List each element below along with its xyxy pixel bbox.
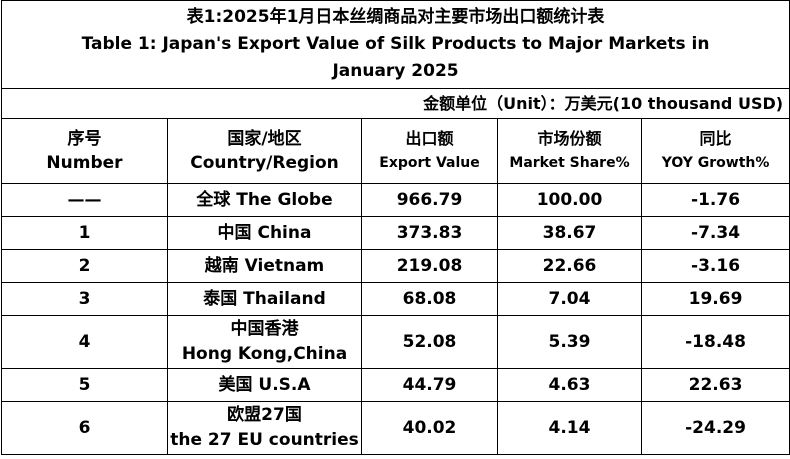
header-zh: 国家/地区 <box>227 129 302 149</box>
country-cell: 中国香港 Hong Kong,China <box>167 315 362 369</box>
market-share-cell: 38.67 <box>497 216 642 250</box>
data-row: 4 中国香港 Hong Kong,China 52.08 5.39 -18.48 <box>1 315 790 369</box>
export-value-cell: 44.79 <box>361 368 498 402</box>
number-cell: 1 <box>1 216 168 250</box>
market-share-cell: 100.00 <box>497 183 642 217</box>
unit-row: 金额单位（Unit）：万美元(10 thousand USD) <box>0 88 790 119</box>
country-line: 中国香港 <box>230 319 299 339</box>
number-cell: —— <box>1 183 168 217</box>
data-row: 3 泰国 Thailand 68.08 7.04 19.69 <box>1 282 790 316</box>
market-share-cell: 4.14 <box>497 401 642 455</box>
country-line: 越南 Vietnam <box>204 256 325 276</box>
header-zh: 市场份额 <box>537 129 602 148</box>
yoy-growth-cell: -3.16 <box>640 249 790 283</box>
market-share-cell: 22.66 <box>497 249 642 283</box>
yoy-growth-cell: -24.29 <box>640 401 790 455</box>
country-cell: 越南 Vietnam <box>167 249 362 283</box>
header-zh: 出口额 <box>405 129 454 148</box>
yoy-growth-cell: 19.69 <box>640 282 790 316</box>
market-share-cell: 7.04 <box>497 282 642 316</box>
country-line: 泰国 Thailand <box>203 289 326 309</box>
header-en: Export Value <box>379 155 480 171</box>
header-en: Country/Region <box>190 153 339 173</box>
country-cell: 全球 The Globe <box>167 183 362 217</box>
country-cell: 泰国 Thailand <box>167 282 362 316</box>
yoy-growth-cell: -7.34 <box>640 216 790 250</box>
country-line: 欧盟27国 <box>227 405 302 425</box>
country-cell: 欧盟27国 the 27 EU countries <box>167 401 362 455</box>
data-row: 1 中国 China 373.83 38.67 -7.34 <box>1 216 790 250</box>
header-zh: 同比 <box>699 129 732 148</box>
export-value-cell: 40.02 <box>361 401 498 455</box>
country-cell: 美国 U.S.A <box>167 368 362 402</box>
data-row: —— 全球 The Globe 966.79 100.00 -1.76 <box>1 183 790 217</box>
export-value-cell: 219.08 <box>361 249 498 283</box>
country-line: Hong Kong,China <box>181 344 348 364</box>
export-value-cell: 966.79 <box>361 183 498 217</box>
country-line: the 27 EU countries <box>170 430 359 450</box>
title-row: 表1:2025年1月日本丝绸商品对主要市场出口额统计表 Table 1: Jap… <box>0 0 790 89</box>
number-cell: 4 <box>1 315 168 369</box>
data-row: 6 欧盟27国 the 27 EU countries 40.02 4.14 -24.29 <box>1 401 790 455</box>
yoy-growth-cell: -18.48 <box>640 315 790 369</box>
title-en: Table 1: Japan's Export Value of Silk Pr… <box>81 34 710 81</box>
export-value-cell: 373.83 <box>361 216 498 250</box>
title-cell: 表1:2025年1月日本丝绸商品对主要市场出口额统计表 Table 1: Jap… <box>0 0 790 89</box>
country-cell: 中国 China <box>167 216 362 250</box>
number-cell: 5 <box>1 368 168 402</box>
header-cell: 出口额 Export Value <box>361 118 498 184</box>
country-line: 全球 The Globe <box>196 190 333 210</box>
data-row: 5 美国 U.S.A 44.79 4.63 22.63 <box>1 368 790 402</box>
yoy-growth-cell: 22.63 <box>640 368 790 402</box>
country-line: 中国 China <box>217 223 312 243</box>
market-share-cell: 4.63 <box>497 368 642 402</box>
header-en: Number <box>46 153 123 173</box>
header-cell: 市场份额 Market Share% <box>497 118 642 184</box>
header-en: Market Share% <box>509 155 630 171</box>
title-zh: 表1:2025年1月日本丝绸商品对主要市场出口额统计表 <box>186 7 605 27</box>
header-zh: 序号 <box>67 129 102 149</box>
country-line: 美国 U.S.A <box>218 375 311 395</box>
export-value-cell: 68.08 <box>361 282 498 316</box>
unit: 金额单位（Unit）：万美元(10 thousand USD) <box>0 88 790 119</box>
number-cell: 6 <box>1 401 168 455</box>
header-row: 序号 Number 国家/地区 Country/Region 出口额 Export Val… <box>1 118 790 184</box>
header-cell: 序号 Number <box>1 118 168 184</box>
data-row: 2 越南 Vietnam 219.08 22.66 -3.16 <box>1 249 790 283</box>
header-cell: 国家/地区 Country/Region <box>167 118 362 184</box>
market-share-cell: 5.39 <box>497 315 642 369</box>
header-en: YOY Growth% <box>661 155 770 171</box>
export-value-cell: 52.08 <box>361 315 498 369</box>
number-cell: 2 <box>1 249 168 283</box>
yoy-growth-cell: -1.76 <box>640 183 790 217</box>
number-cell: 3 <box>1 282 168 316</box>
header-cell: 同比 YOY Growth% <box>640 118 790 184</box>
